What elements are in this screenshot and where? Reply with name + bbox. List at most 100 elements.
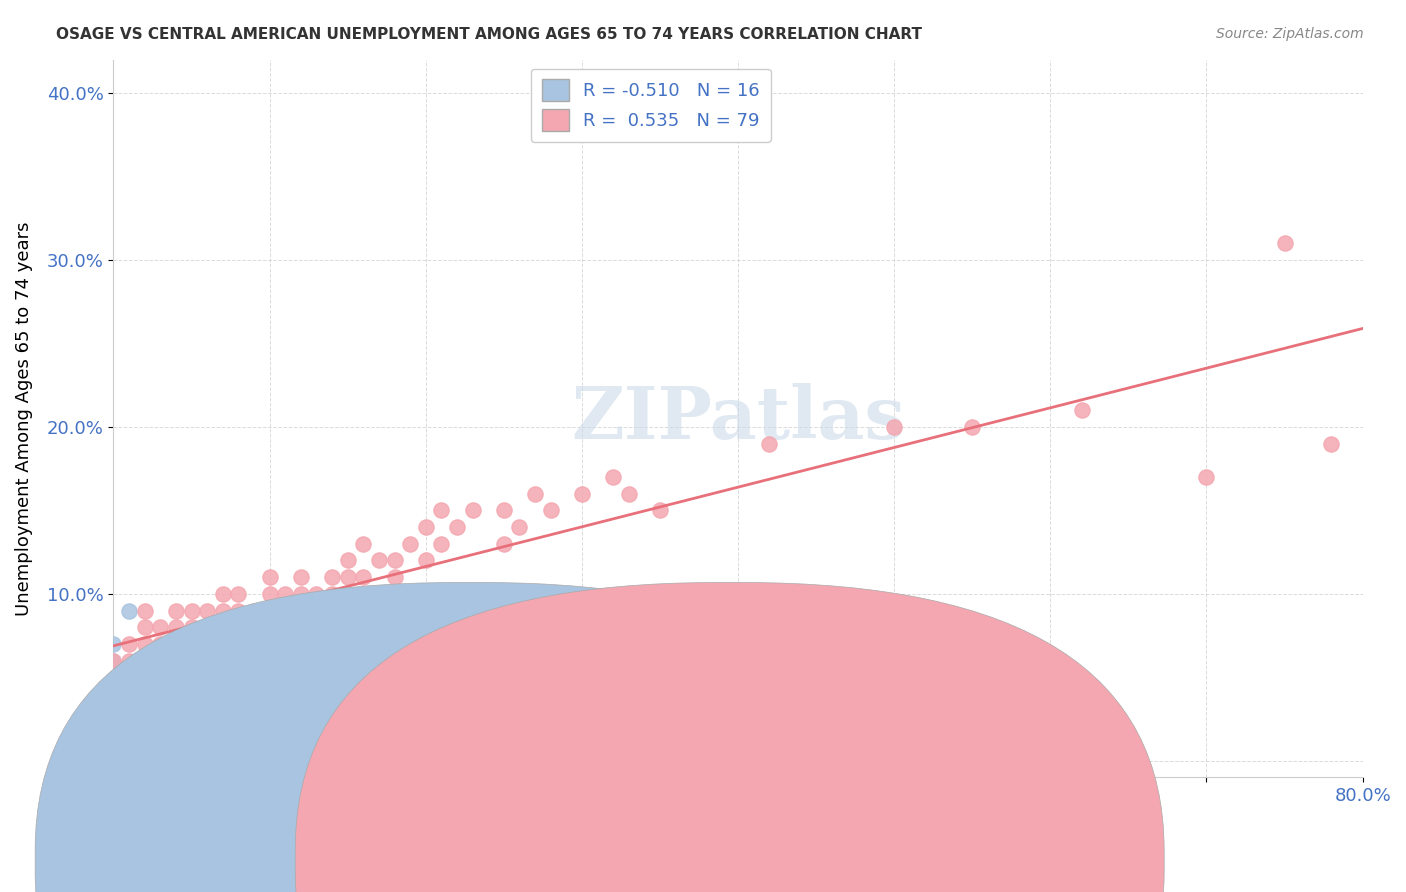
Point	[180, 603, 202, 617]
Point	[195, 620, 218, 634]
Point	[430, 537, 453, 551]
Point	[228, 587, 250, 601]
Point	[103, 704, 125, 718]
Point	[118, 687, 141, 701]
Text: ZIPatlas: ZIPatlas	[571, 383, 905, 454]
Point	[540, 503, 562, 517]
Point	[415, 553, 437, 567]
Point	[211, 620, 233, 634]
Point	[195, 637, 218, 651]
Point	[103, 687, 125, 701]
Point	[274, 587, 297, 601]
Point	[180, 637, 202, 651]
Point	[617, 486, 640, 500]
Point	[352, 570, 374, 584]
Point	[134, 620, 156, 634]
Point	[165, 620, 187, 634]
Point	[134, 637, 156, 651]
Point	[149, 620, 172, 634]
Point	[103, 654, 125, 668]
Point	[259, 620, 281, 634]
Point	[962, 420, 984, 434]
Point	[571, 486, 593, 500]
Point	[165, 654, 187, 668]
Point	[508, 520, 530, 534]
Legend: R = -0.510   N = 16, R =  0.535   N = 79: R = -0.510 N = 16, R = 0.535 N = 79	[530, 69, 770, 142]
Point	[290, 570, 312, 584]
Point	[165, 704, 187, 718]
Point	[149, 670, 172, 684]
Point	[180, 620, 202, 634]
Point	[1274, 236, 1296, 251]
Point	[134, 603, 156, 617]
Point	[103, 670, 125, 684]
Point	[165, 720, 187, 734]
Point	[243, 620, 266, 634]
Point	[259, 754, 281, 768]
Y-axis label: Unemployment Among Ages 65 to 74 years: Unemployment Among Ages 65 to 74 years	[15, 221, 32, 615]
Point	[290, 587, 312, 601]
Point	[336, 553, 359, 567]
Point	[118, 737, 141, 751]
Point	[118, 670, 141, 684]
Point	[727, 620, 749, 634]
Point	[118, 654, 141, 668]
Point	[103, 687, 125, 701]
Point	[228, 620, 250, 634]
Point	[149, 654, 172, 668]
Point	[446, 520, 468, 534]
Point	[211, 603, 233, 617]
Point	[243, 603, 266, 617]
Point	[305, 587, 328, 601]
Point	[180, 670, 202, 684]
Point	[228, 603, 250, 617]
Point	[461, 503, 484, 517]
Point	[368, 553, 391, 567]
Point	[602, 470, 624, 484]
Point	[165, 637, 187, 651]
Point	[321, 587, 343, 601]
Point	[1070, 403, 1092, 417]
Point	[195, 603, 218, 617]
Text: OSAGE VS CENTRAL AMERICAN UNEMPLOYMENT AMONG AGES 65 TO 74 YEARS CORRELATION CHA: OSAGE VS CENTRAL AMERICAN UNEMPLOYMENT A…	[56, 27, 922, 42]
Point	[758, 436, 780, 450]
Point	[430, 503, 453, 517]
Text: Osage: Osage	[581, 817, 633, 835]
Point	[149, 637, 172, 651]
Text: Central Americans: Central Americans	[761, 817, 915, 835]
Point	[118, 670, 141, 684]
Point	[336, 570, 359, 584]
Point	[384, 553, 406, 567]
Point	[305, 603, 328, 617]
Point	[648, 503, 671, 517]
Point	[492, 537, 515, 551]
Point	[103, 654, 125, 668]
Point	[259, 587, 281, 601]
Point	[1195, 470, 1218, 484]
Point	[415, 520, 437, 534]
Point	[134, 670, 156, 684]
Point	[259, 570, 281, 584]
Point	[118, 603, 141, 617]
Text: Source: ZipAtlas.com: Source: ZipAtlas.com	[1216, 27, 1364, 41]
Point	[165, 603, 187, 617]
Point	[134, 670, 156, 684]
Point	[1320, 436, 1343, 450]
Point	[118, 637, 141, 651]
Point	[259, 603, 281, 617]
Point	[399, 537, 422, 551]
Point	[149, 670, 172, 684]
Point	[368, 587, 391, 601]
Point	[134, 654, 156, 668]
Point	[321, 570, 343, 584]
Point	[211, 587, 233, 601]
Point	[492, 503, 515, 517]
Point	[883, 420, 905, 434]
Point	[274, 603, 297, 617]
Point	[352, 537, 374, 551]
Point	[103, 670, 125, 684]
Point	[134, 687, 156, 701]
Point	[384, 570, 406, 584]
Point	[103, 670, 125, 684]
Point	[211, 637, 233, 651]
